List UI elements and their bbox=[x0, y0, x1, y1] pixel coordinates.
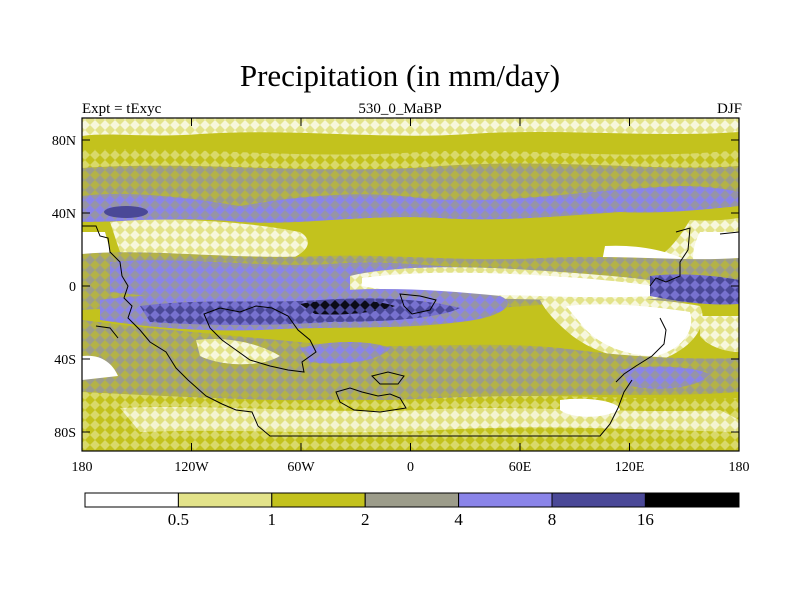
colorbar-box-4 bbox=[364, 492, 460, 508]
colorbar-box-5 bbox=[458, 492, 553, 508]
coastlines bbox=[82, 225, 739, 437]
lon-label-120w: 120W bbox=[174, 460, 209, 475]
colorbar-box-1 bbox=[84, 492, 179, 508]
lon-label-180e: 180 bbox=[729, 460, 750, 475]
colorbar-box-3 bbox=[271, 492, 366, 508]
lon-label-120e: 120E bbox=[615, 460, 645, 475]
colorbar-label-1: 1 bbox=[268, 510, 277, 529]
lon-label-180w: 180 bbox=[72, 460, 93, 475]
colorbar-label-2: 2 bbox=[361, 510, 370, 529]
lat-label-40s: 40S bbox=[54, 353, 76, 368]
colorbar-label-8: 8 bbox=[548, 510, 557, 529]
colorbar-label-0-5: 0.5 bbox=[168, 510, 189, 529]
colorbar-label-4: 4 bbox=[454, 510, 463, 529]
lat-ticks bbox=[82, 139, 739, 433]
colorbar-box-6 bbox=[551, 492, 646, 508]
time-label: 530_0_MaBP bbox=[358, 101, 442, 117]
experiment-label: Expt = tExyc bbox=[82, 101, 162, 117]
colorbar-label-16: 16 bbox=[637, 510, 654, 529]
lon-label-60w: 60W bbox=[287, 460, 315, 475]
lat-label-80s: 80S bbox=[54, 426, 76, 441]
lon-ticks bbox=[81, 118, 740, 451]
lon-label-60e: 60E bbox=[509, 460, 532, 475]
colorbar-box-7 bbox=[644, 492, 740, 508]
colorbar: 0.5 1 2 4 8 16 bbox=[84, 492, 740, 529]
map-title: Precipitation (in mm/day) bbox=[239, 58, 561, 93]
lon-label-0: 0 bbox=[407, 460, 414, 475]
colorbar-box-2 bbox=[177, 492, 273, 508]
precipitation-field bbox=[82, 118, 739, 451]
lat-label-40n: 40N bbox=[52, 207, 76, 222]
lat-label-0: 0 bbox=[69, 280, 76, 295]
season-label: DJF bbox=[716, 101, 742, 117]
lat-label-80n: 80N bbox=[52, 134, 76, 149]
